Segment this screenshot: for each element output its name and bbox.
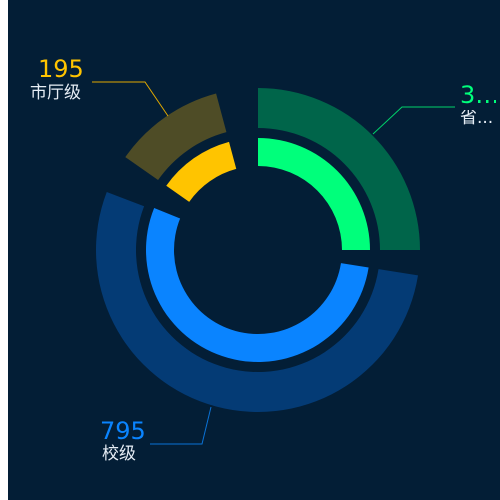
leader-line-municipal <box>92 81 169 117</box>
slice-municipal-inner[interactable] <box>166 141 237 202</box>
name-label-provincial: 省... <box>460 110 494 127</box>
slice-school-inner[interactable] <box>146 208 369 362</box>
leader-line-provincial <box>372 106 455 135</box>
slice-school-outer[interactable] <box>96 191 419 412</box>
name-label-school: 校级 <box>102 444 136 464</box>
value-label-municipal: 195 <box>38 55 84 83</box>
slice-provincial-inner[interactable] <box>258 138 370 250</box>
slice-municipal-outer[interactable] <box>125 93 227 181</box>
slice-provincial-outer[interactable] <box>258 88 420 250</box>
value-label-provincial: 3... <box>460 83 496 107</box>
name-label-municipal: 市厅级 <box>30 83 81 103</box>
value-label-school: 795 <box>100 417 146 445</box>
leader-line-school <box>150 406 212 445</box>
